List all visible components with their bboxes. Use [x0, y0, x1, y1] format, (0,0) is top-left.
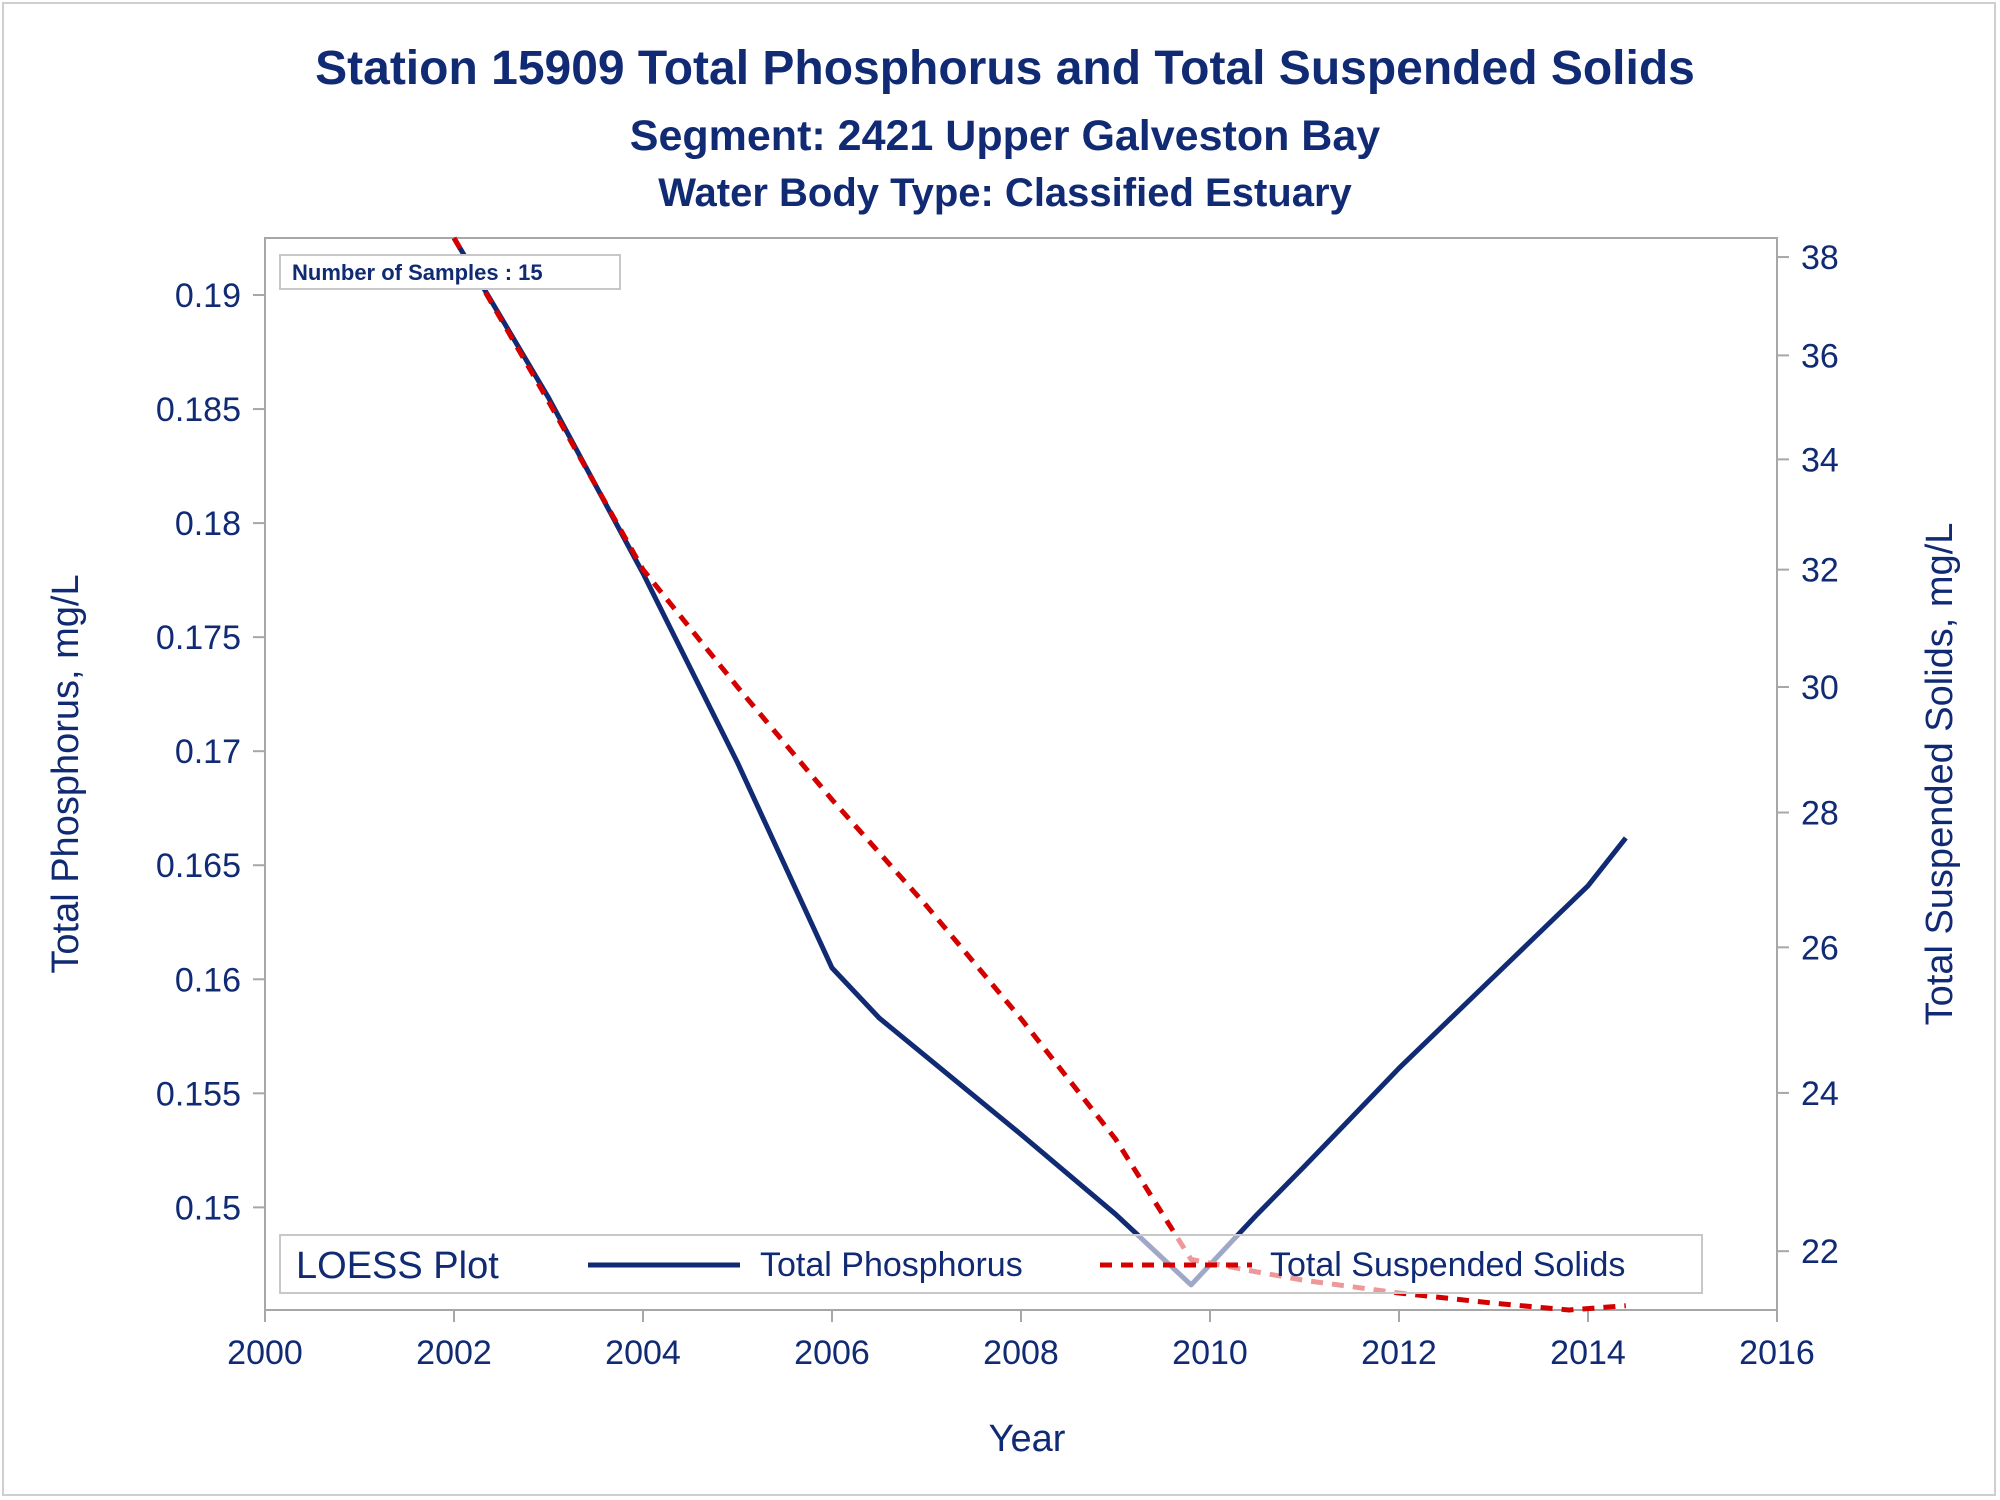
x-tick-label: 2010: [1172, 1334, 1248, 1372]
chart-subtitle-2: Water Body Type: Classified Estuary: [658, 171, 1352, 215]
chart-subtitle: Segment: 2421 Upper Galveston Bay: [630, 112, 1380, 160]
annotation-box: [279, 254, 621, 290]
legend-box: [279, 1234, 1703, 1294]
y-left-tick-label: 0.155: [156, 1075, 241, 1113]
y-left-tick-label: 0.15: [175, 1189, 241, 1227]
y-right-tick-label: 34: [1801, 441, 1839, 479]
series-line-total-suspended-solids: [451, 236, 1626, 1313]
y-axis-right: 22 24 26 28 30 32 34 36 38: [1777, 239, 1839, 1271]
series-layer: [451, 236, 1628, 1313]
y-left-tick-label: 0.185: [156, 391, 241, 429]
y-left-tick-label: 0.175: [156, 619, 241, 657]
y-right-tick-label: 28: [1801, 795, 1839, 833]
legend-label-total-phosphorus: Total Phosphorus: [760, 1246, 1023, 1284]
y-left-tick-label: 0.18: [175, 505, 241, 543]
x-tick-label: 2002: [416, 1334, 492, 1372]
y-right-tick-label: 24: [1801, 1075, 1839, 1113]
legend: LOESS Plot Total Phosphorus Total Suspen…: [279, 1234, 1703, 1294]
x-tick-label: 2016: [1739, 1334, 1815, 1372]
plot-area: [264, 237, 1778, 1311]
samples-annotation: Number of Samples : 15: [279, 254, 621, 290]
y-right-tick-label: 26: [1801, 929, 1839, 967]
y-right-tick-label: 36: [1801, 337, 1839, 375]
y-left-tick-label: 0.17: [175, 733, 241, 771]
legend-title: LOESS Plot: [296, 1245, 499, 1287]
x-tick-label: 2000: [227, 1334, 303, 1372]
y-left-tick-label: 0.16: [175, 961, 241, 999]
legend-label-total-suspended-solids: Total Suspended Solids: [1270, 1246, 1625, 1284]
x-tick-label: 2012: [1361, 1334, 1437, 1372]
y-right-tick-label: 32: [1801, 552, 1839, 590]
y-axis-right-label: Total Suspended Solids, mg/L: [1919, 523, 1961, 1026]
x-tick-label: 2006: [794, 1334, 870, 1372]
annotation-text: Number of Samples : 15: [292, 260, 543, 285]
x-axis: 2000 2002 2004 2006 2008 2010 2012 2014 2016: [227, 1310, 1815, 1372]
x-tick-label: 2008: [983, 1334, 1059, 1372]
y-axis-left-label: Total Phosphorus, mg/L: [45, 574, 87, 973]
series-line-total-phosphorus: [451, 236, 1628, 1288]
y-right-tick-label: 38: [1801, 239, 1839, 277]
x-tick-label: 2014: [1550, 1334, 1626, 1372]
x-tick-label: 2004: [605, 1334, 681, 1372]
x-axis-label: Year: [989, 1418, 1066, 1460]
y-left-tick-label: 0.165: [156, 847, 241, 885]
chart-title: Station 15909 Total Phosphorus and Total…: [315, 42, 1695, 95]
y-right-tick-label: 22: [1801, 1233, 1839, 1271]
y-right-tick-label: 30: [1801, 669, 1839, 707]
y-axis-left: 0.15 0.155 0.16 0.165 0.17 0.175 0.18 0.185 0.19: [156, 277, 265, 1227]
y-left-tick-label: 0.19: [175, 277, 241, 315]
